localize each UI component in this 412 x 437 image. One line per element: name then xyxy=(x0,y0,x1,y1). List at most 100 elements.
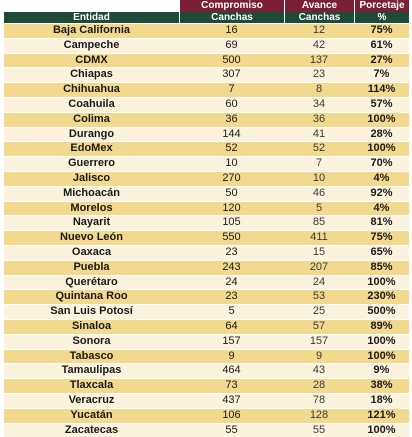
entidad-cell: Yucatán xyxy=(4,407,179,423)
avance-cell: 5 xyxy=(284,200,354,216)
table-row: CDMX 500 137 27% xyxy=(4,52,409,68)
porcentaje-cell: 100% xyxy=(354,333,409,349)
group-header-avance: Avance xyxy=(284,0,354,12)
porcentaje-cell: 92% xyxy=(354,185,409,201)
avance-cell: 42 xyxy=(284,37,354,53)
entidad-cell: Querétaro xyxy=(4,274,179,290)
porcentaje-cell: 114% xyxy=(354,82,409,97)
porcentaje-cell: 18% xyxy=(354,392,409,408)
entidad-cell: Quintana Roo xyxy=(4,289,179,305)
avance-cell: 411 xyxy=(284,230,354,245)
table-row: Querétaro 24 24 100% xyxy=(4,274,409,290)
compromiso-cell: 50 xyxy=(179,185,284,201)
entidad-cell: Sinaloa xyxy=(4,318,179,334)
avance-cell: 78 xyxy=(284,392,354,408)
compromiso-cell: 307 xyxy=(179,67,284,83)
avance-cell: 15 xyxy=(284,244,354,260)
table-row: Michoacán 50 46 92% xyxy=(4,185,409,201)
compromiso-cell: 23 xyxy=(179,289,284,305)
compromiso-cell: 9 xyxy=(179,348,284,364)
entidad-cell: Puebla xyxy=(4,259,179,275)
porcentaje-cell: 100% xyxy=(354,348,409,364)
compromiso-cell: 16 xyxy=(179,23,284,38)
table-row: Colima 36 36 100% xyxy=(4,111,409,127)
entidad-cell: Sonora xyxy=(4,333,179,349)
table-row: Puebla 243 207 85% xyxy=(4,259,409,275)
avance-cell: 43 xyxy=(284,363,354,379)
compromiso-cell: 5 xyxy=(179,304,284,319)
compromiso-cell: 464 xyxy=(179,363,284,379)
avance-cell: 23 xyxy=(284,67,354,83)
porcentaje-cell: 121% xyxy=(354,407,409,423)
compromiso-cell: 120 xyxy=(179,200,284,216)
entidad-cell: Durango xyxy=(4,126,179,142)
entidad-cell: Chihuahua xyxy=(4,82,179,97)
column-header-row: Entidad Canchas Canchas % xyxy=(4,12,409,23)
table-row: Tabasco 9 9 100% xyxy=(4,348,409,364)
porcentaje-cell: 57% xyxy=(354,96,409,112)
avance-cell: 137 xyxy=(284,52,354,68)
canchas-table-container: Compromiso Avance Porcetaje Entidad Canc… xyxy=(4,0,409,437)
avance-cell: 36 xyxy=(284,111,354,127)
porcentaje-cell: 75% xyxy=(354,230,409,245)
compromiso-cell: 60 xyxy=(179,96,284,112)
porcentaje-cell: 28% xyxy=(354,126,409,142)
compromiso-cell: 36 xyxy=(179,111,284,127)
table-row: Yucatán 106 128 121% xyxy=(4,407,409,423)
porcentaje-cell: 38% xyxy=(354,378,409,393)
entidad-cell: Tabasco xyxy=(4,348,179,364)
table-row: Zacatecas 55 55 100% xyxy=(4,422,409,437)
entidad-cell: Colima xyxy=(4,111,179,127)
table-row: Baja California 16 12 75% xyxy=(4,23,409,38)
porcentaje-cell: 85% xyxy=(354,259,409,275)
table-row: San Luis Potosí 5 25 500% xyxy=(4,304,409,319)
group-header-blank xyxy=(4,0,179,12)
compromiso-cell: 7 xyxy=(179,82,284,97)
avance-cell: 128 xyxy=(284,407,354,423)
table-row: Nayarit 105 85 81% xyxy=(4,215,409,231)
porcentaje-cell: 100% xyxy=(354,141,409,157)
avance-cell: 55 xyxy=(284,422,354,437)
entidad-cell: Baja California xyxy=(4,23,179,38)
table-row: Tamaulipas 464 43 9% xyxy=(4,363,409,379)
porcentaje-cell: 9% xyxy=(354,363,409,379)
compromiso-cell: 55 xyxy=(179,422,284,437)
entidad-cell: Tamaulipas xyxy=(4,363,179,379)
compromiso-cell: 64 xyxy=(179,318,284,334)
porcentaje-cell: 75% xyxy=(354,23,409,38)
entidad-cell: EdoMex xyxy=(4,141,179,157)
group-header-porcentaje: Porcetaje xyxy=(354,0,409,12)
avance-cell: 25 xyxy=(284,304,354,319)
avance-cell: 46 xyxy=(284,185,354,201)
compromiso-cell: 144 xyxy=(179,126,284,142)
column-header-avance-canchas: Canchas xyxy=(284,12,354,23)
avance-cell: 207 xyxy=(284,259,354,275)
column-header-entidad: Entidad xyxy=(4,12,179,23)
porcentaje-cell: 7% xyxy=(354,67,409,83)
table-row: Tlaxcala 73 28 38% xyxy=(4,378,409,393)
entidad-cell: Guerrero xyxy=(4,156,179,171)
entidad-cell: CDMX xyxy=(4,52,179,68)
entidad-cell: San Luis Potosí xyxy=(4,304,179,319)
compromiso-cell: 106 xyxy=(179,407,284,423)
avance-cell: 57 xyxy=(284,318,354,334)
avance-cell: 34 xyxy=(284,96,354,112)
entidad-cell: Coahuila xyxy=(4,96,179,112)
entidad-cell: Michoacán xyxy=(4,185,179,201)
table-row: Morelos 120 5 4% xyxy=(4,200,409,216)
avance-cell: 53 xyxy=(284,289,354,305)
entidad-cell: Jalisco xyxy=(4,170,179,186)
table-row: Campeche 69 42 61% xyxy=(4,37,409,53)
table-row: Veracruz 437 78 18% xyxy=(4,392,409,408)
porcentaje-cell: 27% xyxy=(354,52,409,68)
avance-cell: 157 xyxy=(284,333,354,349)
compromiso-cell: 500 xyxy=(179,52,284,68)
compromiso-cell: 550 xyxy=(179,230,284,245)
porcentaje-cell: 500% xyxy=(354,304,409,319)
avance-cell: 7 xyxy=(284,156,354,171)
entidad-cell: Veracruz xyxy=(4,392,179,408)
entidad-cell: Chiapas xyxy=(4,67,179,83)
entidad-cell: Zacatecas xyxy=(4,422,179,437)
table-row: Durango 144 41 28% xyxy=(4,126,409,142)
table-row: Chiapas 307 23 7% xyxy=(4,67,409,83)
